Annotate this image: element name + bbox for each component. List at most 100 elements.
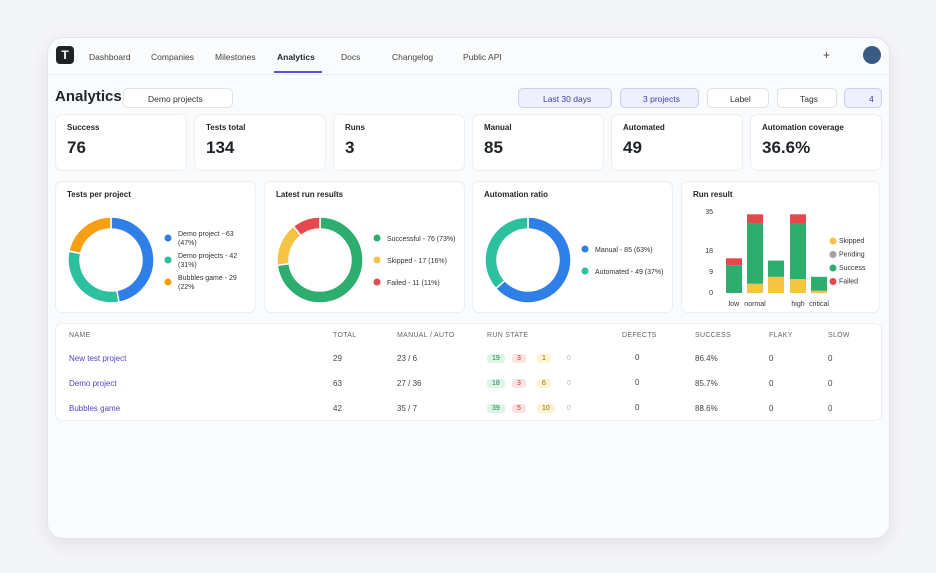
- table-header: SUCCESS: [695, 332, 731, 339]
- chart-title: Tests per project: [67, 190, 131, 199]
- nav-item[interactable]: Milestones: [215, 52, 256, 62]
- projects-filter[interactable]: 3 projects: [620, 88, 699, 108]
- legend-dot: [829, 251, 837, 258]
- run-state-badge: 3: [512, 354, 526, 363]
- legend-label: Pending: [839, 251, 865, 258]
- run-state-badge: 0: [562, 354, 576, 363]
- legend-label: Skipped: [839, 238, 864, 245]
- avatar[interactable]: [863, 46, 881, 64]
- stat-label: Manual: [484, 123, 512, 132]
- legend-label: Automated - 49 (37%): [595, 268, 664, 276]
- bar-segment: [790, 214, 806, 224]
- legend-label: Skipped - 17 (16%): [387, 257, 447, 265]
- legend-dot: [164, 278, 172, 286]
- bar-segment: [747, 214, 763, 224]
- total: 29: [333, 354, 342, 363]
- stat-label: Success: [67, 123, 100, 132]
- project-link[interactable]: New test project: [69, 354, 127, 363]
- donut-segment: [110, 216, 155, 304]
- chart-card: Tests per project Demo project - 63 (47%)…: [55, 181, 256, 313]
- y-tick-label: 9: [709, 269, 713, 276]
- y-tick-label: 35: [705, 209, 713, 216]
- run-state-badge: 5: [512, 404, 526, 413]
- success: 85.7%: [695, 379, 718, 388]
- nav-item[interactable]: Changelog: [392, 52, 434, 62]
- date-filter[interactable]: Last 30 days: [518, 88, 612, 108]
- bar-segment: [768, 276, 784, 293]
- run-state-badge: 3: [512, 379, 526, 388]
- stat-card: Manual 85: [472, 114, 604, 171]
- nav-item[interactable]: Public API: [463, 52, 502, 62]
- add-icon[interactable]: +: [823, 48, 831, 62]
- legend-label: Success: [839, 265, 866, 272]
- legend-label: Demo project - 63 (47%): [178, 231, 234, 247]
- flaky: 0: [769, 404, 774, 413]
- table-header: MANUAL / AUTO: [397, 332, 455, 339]
- defects: 0: [635, 378, 640, 387]
- bar-segment: [726, 258, 742, 266]
- legend-label: Bubbles game - 29 (22%: [178, 275, 237, 291]
- donut-segment: [276, 216, 364, 304]
- nav-item[interactable]: Dashboard: [89, 52, 131, 62]
- total: 63: [333, 379, 342, 388]
- tags-filter[interactable]: Tags: [777, 88, 837, 108]
- app-window: T + Analytics Demo projects Last 30 days…: [47, 37, 890, 539]
- defects: 0: [635, 353, 640, 362]
- bar-segment: [790, 223, 806, 280]
- manual-auto: 23 / 6: [397, 354, 418, 363]
- bar-segment: [790, 279, 806, 293]
- success: 86.4%: [695, 354, 718, 363]
- legend-dot: [829, 278, 837, 285]
- bar-segment: [726, 265, 742, 293]
- legend-dot: [164, 256, 172, 264]
- chart: Successful - 76 (73%) Skipped - 17 (16%) F…: [276, 216, 455, 304]
- stat-card: Success 76: [55, 114, 187, 171]
- nav-item[interactable]: Analytics: [277, 52, 315, 62]
- stat-value: 76: [67, 138, 86, 157]
- project-link[interactable]: Demo project: [69, 379, 117, 388]
- legend-label: Demo projects - 42 (31%): [178, 253, 238, 269]
- project-link[interactable]: Bubbles game: [69, 404, 121, 413]
- stat-card: Runs 3: [333, 114, 465, 171]
- legend-dot: [829, 237, 837, 245]
- donut-segment: [68, 216, 112, 255]
- table-header: RUN STATE: [487, 332, 529, 339]
- bar-segment: [811, 276, 827, 291]
- chart: 0 9 18 35 low normal high critical Skipped Pendin…: [705, 209, 866, 308]
- donut-segment: [484, 216, 529, 290]
- chart-card: Latest run results Successful - 76 (73%) S…: [264, 181, 465, 313]
- stat-label: Automation coverage: [762, 123, 844, 132]
- bar-segment: [811, 290, 827, 293]
- table-header: TOTAL: [333, 332, 357, 339]
- donut-segment: [292, 216, 321, 237]
- nav-item[interactable]: Docs: [341, 52, 361, 62]
- donut-segment: [67, 250, 120, 304]
- logo[interactable]: T: [56, 46, 74, 64]
- chart-title: Latest run results: [276, 190, 344, 199]
- project-select[interactable]: Demo projects: [123, 88, 233, 108]
- stat-value: 85: [484, 138, 503, 157]
- run-state-badge: 10: [537, 404, 555, 413]
- table-header: FLAKY: [769, 332, 793, 339]
- chart: Manual - 85 (63%) Automated - 49 (37%): [484, 216, 664, 304]
- y-tick-label: 0: [709, 290, 713, 297]
- stat-label: Automated: [623, 123, 665, 132]
- nav-item[interactable]: Companies: [151, 52, 194, 62]
- flaky: 0: [769, 379, 774, 388]
- table-header: SLOW: [828, 332, 850, 339]
- filter-count[interactable]: 4: [844, 88, 882, 108]
- success: 88.6%: [695, 404, 718, 413]
- chart: Demo project - 63 (47%) Demo projects - 4…: [67, 216, 238, 304]
- manual-auto: 27 / 36: [397, 379, 422, 388]
- nav-underline: [274, 71, 322, 73]
- total: 42: [333, 404, 342, 413]
- x-tick-label: critical: [809, 301, 829, 308]
- y-tick-label: 18: [705, 248, 713, 255]
- legend-dot: [373, 256, 381, 264]
- flaky: 0: [769, 354, 774, 363]
- table-header: DEFECTS: [622, 332, 657, 339]
- x-tick-label: high: [791, 301, 804, 308]
- label-filter[interactable]: Label: [707, 88, 769, 108]
- legend-dot: [581, 267, 589, 275]
- run-state-badge: 6: [537, 379, 551, 388]
